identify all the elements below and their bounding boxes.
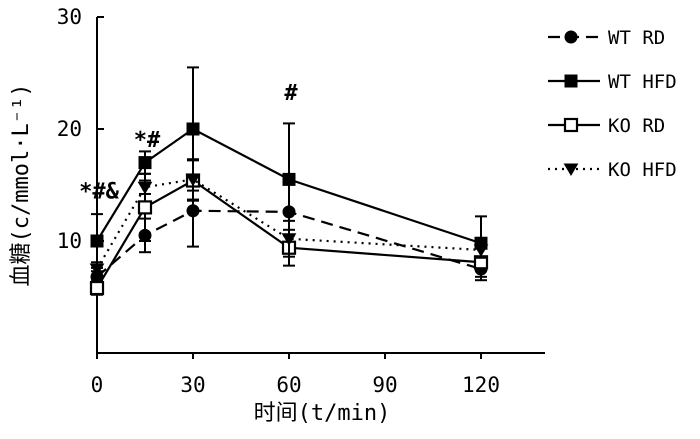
- y-tick-label: 10: [57, 229, 82, 253]
- series-line: [96, 178, 482, 270]
- x-axis-title: 时间(t/min): [254, 401, 391, 426]
- data-point: [563, 163, 579, 176]
- legend-label: KO RD: [608, 115, 665, 137]
- significance-annotation: #: [284, 81, 298, 106]
- y-tick-label: 20: [57, 117, 82, 141]
- series-ko-hfd: [89, 158, 489, 277]
- data-point: [564, 74, 578, 88]
- axes: [96, 17, 545, 354]
- legend-label: WT HFD: [608, 71, 677, 93]
- data-point: [137, 200, 153, 215]
- x-tick-label: 60: [276, 373, 301, 397]
- x-tick-label: 30: [180, 373, 205, 397]
- data-point: [185, 173, 201, 187]
- legend-label: WT RD: [608, 27, 665, 49]
- data-point: [186, 122, 200, 136]
- data-point: [282, 172, 296, 186]
- data-point: [281, 233, 297, 246]
- x-tick-label: 0: [91, 373, 104, 397]
- data-point: [137, 181, 153, 195]
- data-point: [89, 280, 105, 296]
- data-point: [564, 30, 578, 44]
- data-point: [138, 156, 152, 170]
- x-tick-label: 90: [372, 373, 397, 397]
- y-axis-title: 血糖(c/mmol·L⁻¹): [9, 84, 34, 287]
- annotations: *#& *# #: [79, 81, 298, 205]
- series-layer: [89, 66, 489, 296]
- x-tick-label: 120: [462, 373, 500, 397]
- significance-annotation: *#&: [79, 179, 119, 204]
- legend: WT RD WT HFD KO RD KO HFD: [548, 27, 677, 181]
- y-tick-label: 30: [57, 5, 82, 29]
- data-point: [473, 244, 489, 257]
- data-point: [89, 263, 105, 276]
- data-point: [186, 204, 200, 218]
- legend-label: KO HFD: [608, 159, 677, 181]
- data-point: [563, 117, 579, 133]
- significance-annotation: *#: [134, 128, 161, 153]
- data-point: [90, 234, 104, 248]
- ticks: 0 30 60 90 120 10 20 30: [57, 5, 500, 397]
